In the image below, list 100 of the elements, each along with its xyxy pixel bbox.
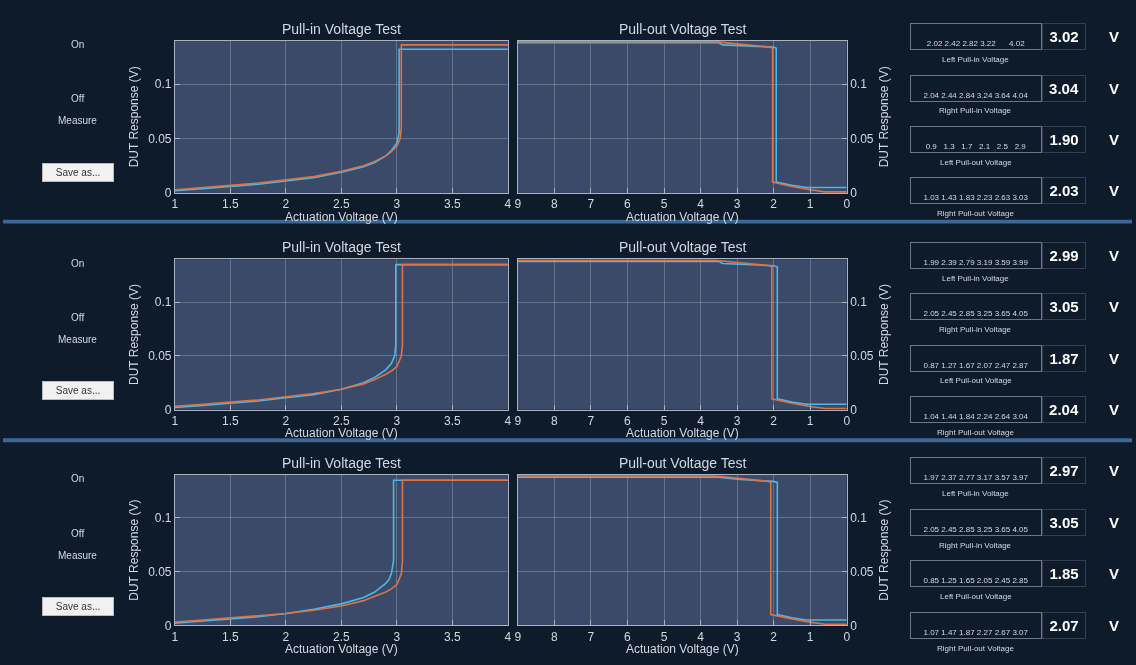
x-tick-label: 4 — [697, 629, 705, 644]
x-tick-label: 2.5 — [333, 414, 351, 429]
x-axis-title: Actuation Voltage (V) — [626, 426, 739, 440]
text: 1.99 2.39 2.79 3.19 3.59 3.99 — [923, 258, 1029, 267]
chart-title: Pull-in Voltage Test — [282, 239, 401, 255]
x-tick-label: 3.5 — [444, 197, 462, 212]
chart-title: Pull-out Voltage Test — [619, 239, 747, 255]
text: Save as... — [55, 167, 101, 178]
y-axis-title: DUT Response (V) — [876, 283, 891, 386]
y-axis-title: DUT Response (V) — [127, 283, 142, 386]
text: 2.99 — [1049, 247, 1079, 264]
text: Left Pull-out Voltage — [940, 592, 1013, 601]
text: On — [71, 258, 85, 269]
chart-title: Pull-out Voltage Test — [619, 21, 747, 37]
text: V — [1109, 350, 1120, 367]
x-tick-label: 4 — [504, 629, 512, 644]
x-tick-label: 7 — [587, 414, 595, 429]
x-tick-label: 8 — [551, 197, 559, 212]
y-tick-label: 0 — [850, 618, 858, 633]
text: 2.07 — [1049, 617, 1079, 634]
text: V — [1109, 80, 1120, 97]
text: Right Pull-in Voltage — [939, 325, 1012, 334]
x-tick-label: 1 — [171, 629, 179, 644]
text: 3.04 — [1049, 80, 1079, 97]
y-tick-label: 0.1 — [850, 295, 868, 310]
text: 2.02 2.42 2.82 3.22 4.02 — [926, 39, 1026, 48]
text: 2.97 — [1049, 462, 1079, 479]
text: V — [1109, 131, 1120, 148]
x-tick-label: 6 — [624, 414, 632, 429]
text: 1.07 1.47 1.87 2.27 2.67 3.07 — [923, 628, 1029, 637]
y-axis-title: DUT Response (V) — [127, 499, 142, 601]
x-tick-label: 3.5 — [444, 414, 462, 429]
x-tick-label: 2 — [282, 414, 290, 429]
text: 1.85 — [1049, 565, 1079, 582]
y-tick-label: 0.1 — [154, 511, 172, 526]
y-tick-label: 0 — [164, 618, 172, 633]
text: 3.02 — [1049, 28, 1079, 45]
x-tick-label: 9 — [514, 629, 522, 644]
text: 2.05 2.45 2.85 3.25 3.65 4.05 — [923, 309, 1029, 318]
text: Off — [71, 528, 85, 539]
x-tick-label: 2.5 — [333, 629, 351, 644]
chart-title: Pull-in Voltage Test — [282, 21, 401, 37]
x-tick-label: 6 — [624, 629, 632, 644]
text: On — [71, 473, 85, 484]
text: 1.97 2.37 2.77 3.17 3.57 3.97 — [923, 473, 1029, 482]
y-tick-label: 0.1 — [850, 511, 868, 526]
text: 1.03 1.43 1.83 2.23 2.63 3.03 — [923, 193, 1029, 202]
x-tick-label: 2 — [282, 197, 290, 212]
y-tick-label: 0.05 — [850, 131, 874, 146]
text: Left Pull-out Voltage — [940, 376, 1013, 385]
x-tick-label: 2 — [770, 414, 778, 429]
text: V — [1109, 565, 1120, 582]
chart-title: Pull-in Voltage Test — [282, 455, 401, 471]
text: Right Pull-out Voltage — [937, 644, 1015, 653]
x-tick-label: 1 — [806, 629, 814, 644]
x-tick-label: 1.5 — [222, 197, 240, 212]
y-tick-label: 0.1 — [154, 295, 172, 310]
text: V — [1109, 298, 1120, 315]
x-tick-label: 2 — [282, 629, 290, 644]
x-tick-label: 6 — [624, 197, 632, 212]
text: Save as... — [55, 385, 101, 396]
x-tick-label: 7 — [587, 197, 595, 212]
text: 0.85 1.25 1.65 2.05 2.45 2.85 — [923, 576, 1029, 585]
x-tick-label: 1 — [806, 414, 814, 429]
x-tick-label: 3 — [393, 629, 401, 644]
y-tick-label: 0.05 — [850, 564, 874, 579]
x-tick-label: 4 — [504, 414, 512, 429]
x-tick-label: 5 — [660, 197, 668, 212]
y-axis-title: DUT Response (V) — [876, 66, 891, 168]
x-tick-label: 1.5 — [222, 629, 240, 644]
text: V — [1109, 462, 1120, 479]
y-tick-label: 0.05 — [148, 131, 172, 146]
text: Off — [71, 93, 85, 104]
text: V — [1109, 28, 1120, 45]
x-tick-label: 8 — [551, 414, 559, 429]
x-tick-label: 9 — [514, 414, 522, 429]
x-axis-title: Actuation Voltage (V) — [285, 642, 398, 656]
text: 0.9 1.3 1.7 2.1 2.5 2.9 — [925, 142, 1027, 151]
text: Left Pull-in Voltage — [942, 55, 1010, 64]
x-tick-label: 3 — [393, 414, 401, 429]
x-tick-label: 9 — [514, 197, 522, 212]
y-tick-label: 0.05 — [148, 564, 172, 579]
y-tick-label: 0 — [164, 186, 172, 201]
text: Measure — [58, 550, 98, 561]
text: Measure — [58, 334, 98, 345]
x-tick-label: 2 — [770, 629, 778, 644]
y-tick-label: 0.1 — [850, 77, 868, 92]
text: Left Pull-in Voltage — [942, 274, 1010, 283]
text: 1.87 — [1049, 350, 1079, 367]
text: On — [71, 39, 85, 50]
text: 3.05 — [1049, 298, 1079, 315]
text: Save as... — [55, 601, 101, 612]
x-tick-label: 3.5 — [444, 629, 462, 644]
x-tick-label: 4 — [504, 197, 512, 212]
text: 2.04 2.44 2.84 3.24 3.64 4.04 — [923, 91, 1029, 100]
x-tick-label: 3 — [733, 414, 741, 429]
x-tick-label: 2 — [770, 197, 778, 212]
text: V — [1109, 514, 1120, 531]
text: Measure — [58, 115, 98, 126]
text: V — [1109, 182, 1120, 199]
